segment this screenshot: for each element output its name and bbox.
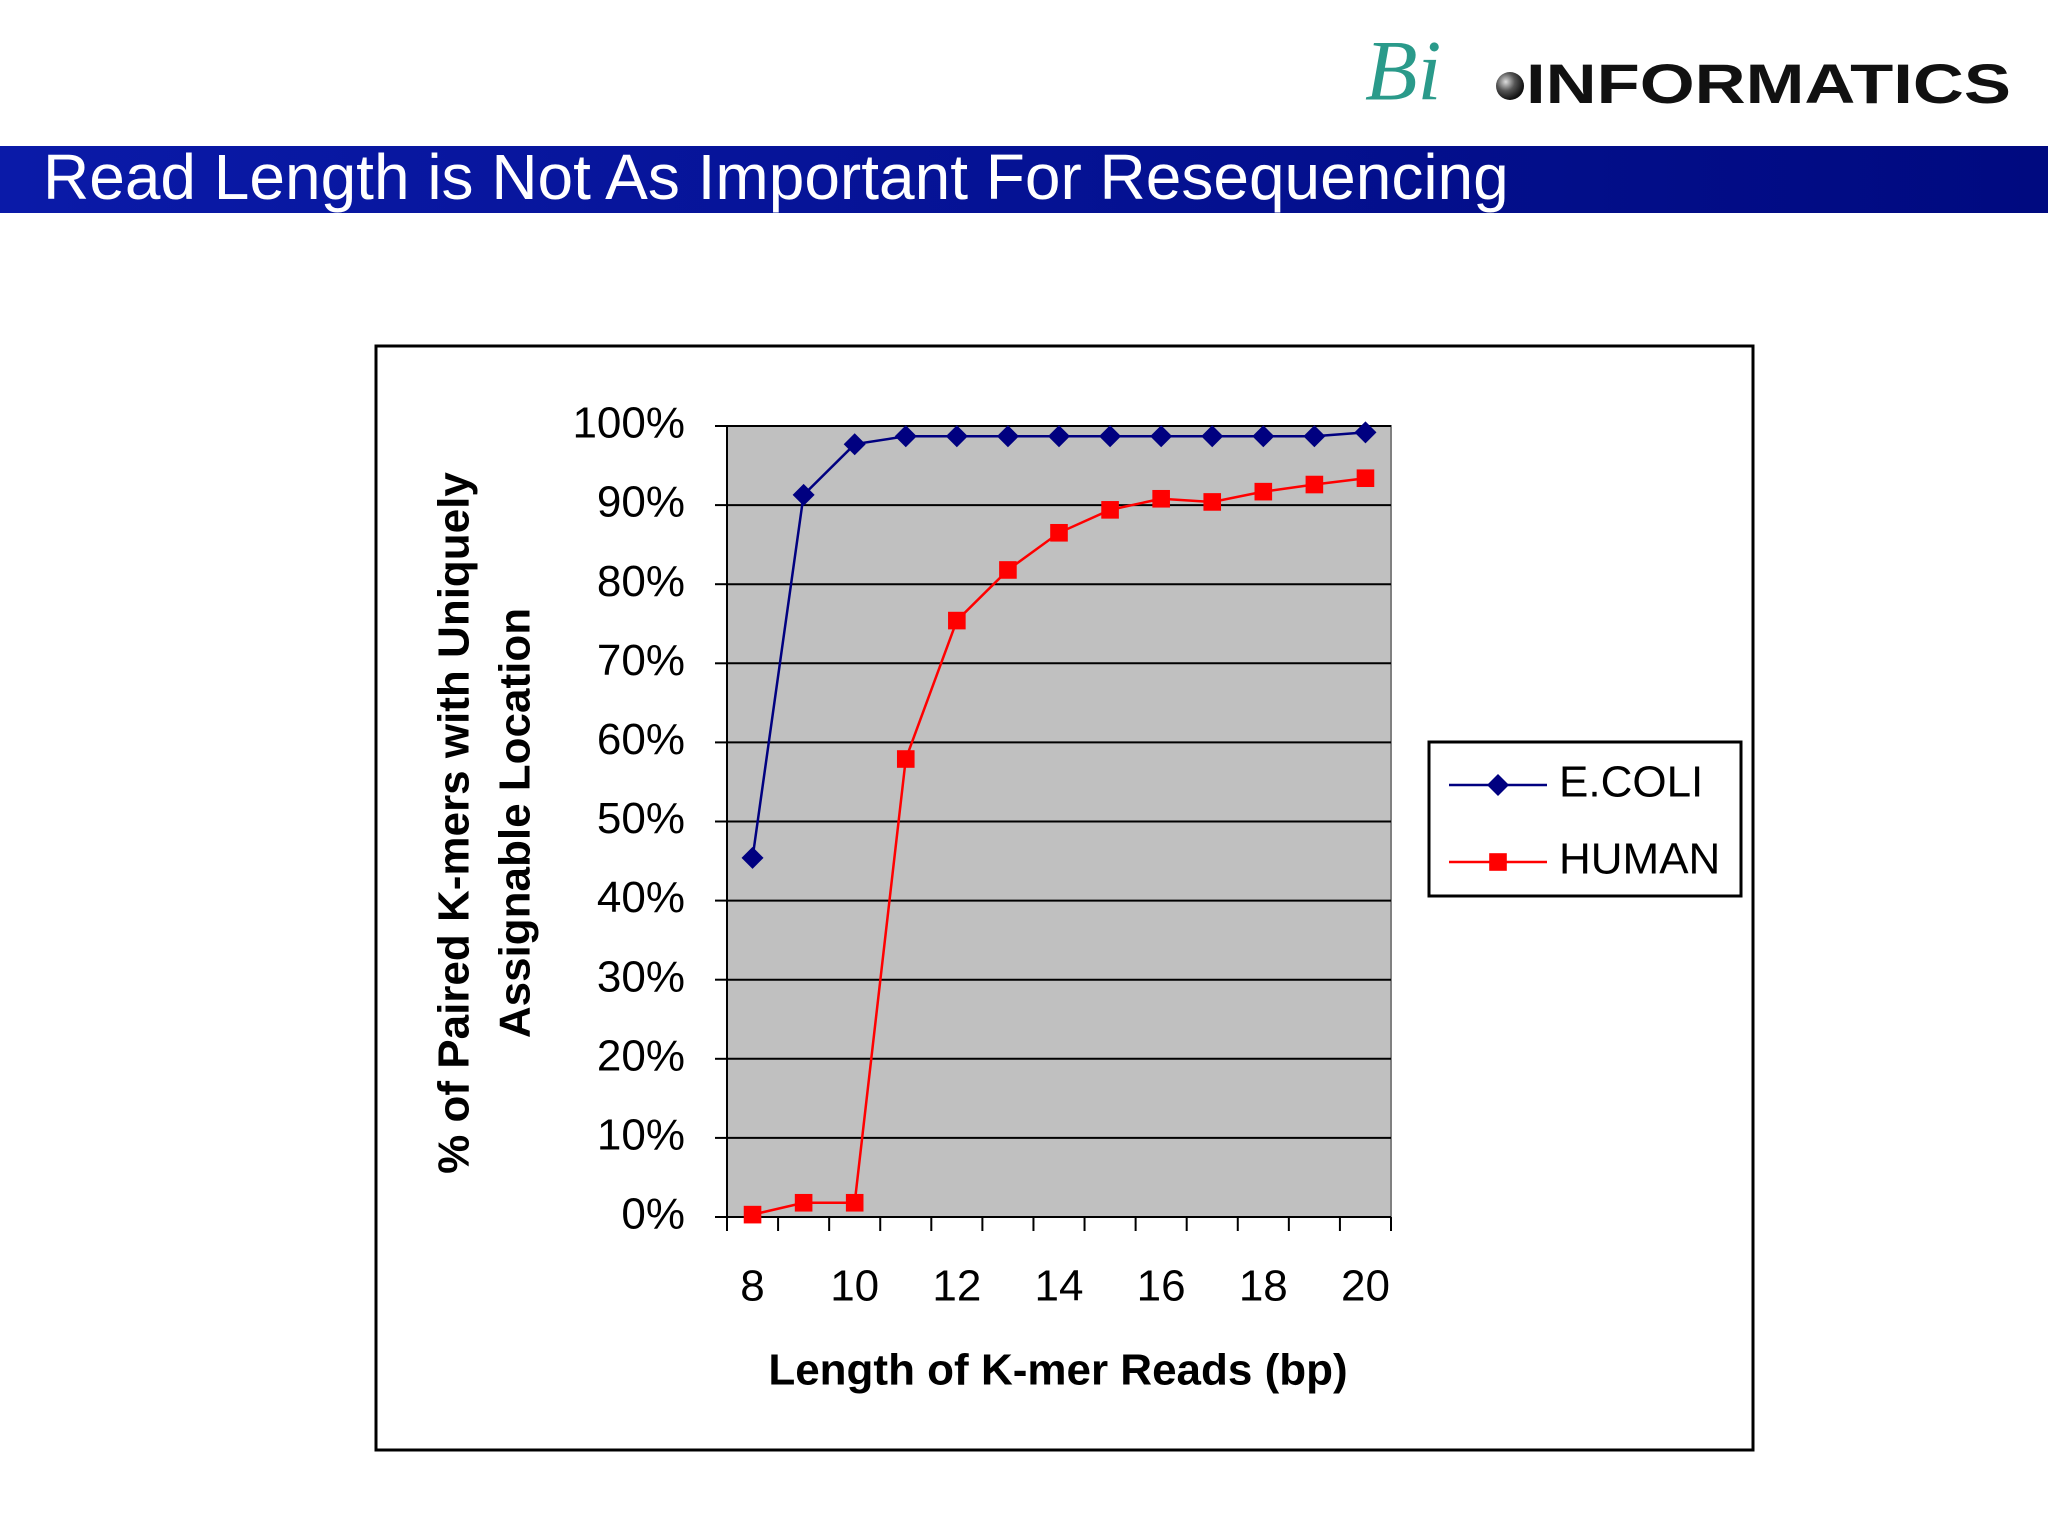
marker: [743, 1205, 762, 1224]
marker: [1203, 493, 1222, 511]
y-tick-label: 50%: [597, 794, 685, 843]
legend-marker: [1487, 774, 1509, 796]
y-tick-label: 40%: [597, 873, 685, 922]
marker: [999, 561, 1017, 579]
legend-label: E.COLI: [1559, 758, 1703, 807]
x-tick-label: 14: [1035, 1262, 1084, 1311]
x-tick-label: 18: [1239, 1262, 1288, 1311]
x-tick-label: 20: [1341, 1262, 1390, 1311]
marker: [1254, 482, 1273, 501]
marker: [996, 425, 1019, 448]
marker: [1099, 425, 1122, 448]
marker: [1048, 425, 1070, 448]
marker: [1201, 425, 1224, 448]
x-axis-title: Length of K-mer Reads (bp): [768, 1346, 1347, 1395]
title-bar: [0, 146, 2048, 213]
chart: 0% 10% 20% 30% 40% 50% 60% 70% 80% 90% 100% 8 10 12 14…: [430, 399, 1743, 1395]
marker: [1152, 489, 1170, 508]
marker: [948, 611, 966, 630]
legend-box: [1427, 740, 1743, 898]
x-tick-label: 8: [740, 1262, 764, 1311]
y-tick-label: 10%: [597, 1111, 685, 1160]
marker: [896, 750, 915, 768]
marker: [1356, 469, 1375, 488]
marker: [1303, 425, 1326, 448]
y-axis-title: Assignable Location: [491, 608, 540, 1038]
marker: [945, 425, 968, 448]
logo-prefix: Bi: [1365, 23, 1441, 119]
y-tick-label: 30%: [597, 952, 685, 1001]
marker: [741, 846, 764, 869]
marker: [1101, 501, 1119, 519]
y-tick-label: 90%: [597, 478, 685, 527]
x-tick-label: 10: [830, 1262, 879, 1311]
marker: [843, 433, 866, 456]
slide-title: Read Length is Not As Important For Rese…: [43, 141, 1509, 213]
marker: [794, 1193, 813, 1212]
logo-ball: [1496, 72, 1524, 100]
y-tick-label: 70%: [597, 636, 685, 685]
y-axis-title: % of Paired K-mers with Uniquely: [430, 472, 479, 1174]
marker: [1050, 523, 1068, 542]
legend-marker: [1489, 853, 1507, 871]
x-tick-label: 12: [932, 1262, 981, 1311]
marker: [845, 1193, 864, 1212]
legend-label: HUMAN: [1559, 835, 1720, 884]
marker: [894, 425, 917, 448]
marker: [1305, 475, 1324, 494]
marker: [792, 483, 815, 506]
marker: [1354, 421, 1377, 444]
y-tick-label: 80%: [597, 557, 685, 606]
x-tick-label: 16: [1137, 1262, 1186, 1311]
y-tick-label: 0%: [621, 1190, 685, 1239]
y-tick-label: 20%: [597, 1031, 685, 1080]
logo-main: INFORMATICS: [1526, 52, 2011, 115]
marker: [1252, 425, 1275, 448]
marker: [1150, 425, 1173, 448]
y-tick-label: 100%: [572, 399, 685, 448]
y-tick-label: 60%: [597, 715, 685, 764]
